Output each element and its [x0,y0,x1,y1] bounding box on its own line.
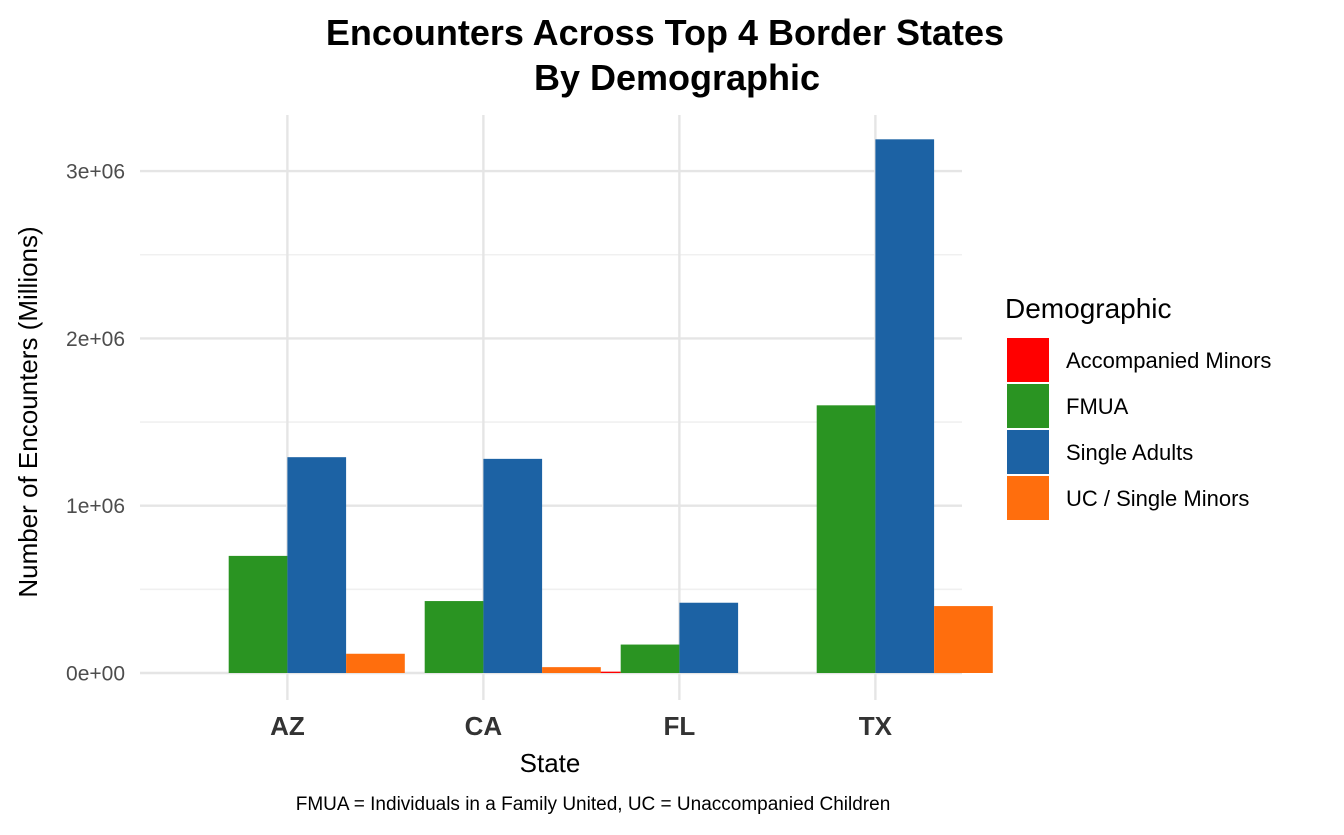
legend-label: Accompanied Minors [1066,348,1271,373]
x-tick-label: CA [465,711,503,741]
bar-fmua-az [228,555,288,673]
legend-label: UC / Single Minors [1066,486,1249,511]
bar-fmua-ca [424,601,484,673]
chart-subtitle: By Demographic [534,57,820,98]
legend-key [1007,384,1049,428]
bar-uc-single-minors-tx [934,606,993,673]
bar-fmua-tx [816,405,876,673]
legend: Demographic Accompanied Minors FMUA Single… [1005,293,1271,520]
y-tick-label: 3e+06 [66,161,125,184]
legend-label: Single Adults [1066,440,1193,465]
x-tick-label: AZ [270,711,305,741]
y-axis-title: Number of Encounters (Millions) [13,226,43,597]
y-tick-label: 2e+06 [66,328,125,351]
legend-label: FMUA [1066,394,1129,419]
bar-single-adults-fl [679,602,739,673]
bar-single-adults-az [287,457,347,673]
bar-fmua-fl [620,644,680,673]
chart-caption: FMUA = Individuals in a Family United, U… [296,794,891,815]
legend-title: Demographic [1005,293,1172,324]
bar-uc-single-minors-ca [542,667,601,673]
bar-uc-single-minors-az [346,653,405,673]
y-tick-labels: 0e+00 1e+06 2e+06 3e+06 [66,161,125,686]
legend-key [1007,430,1049,474]
x-tick-labels: AZ CA FL TX [270,711,893,741]
y-tick-label: 0e+00 [66,663,125,686]
x-tick-label: TX [859,711,893,741]
legend-key [1007,338,1049,382]
bar-single-adults-tx [875,139,935,674]
bar-single-adults-ca [483,458,543,673]
x-axis-title: State [520,748,581,778]
bars-group [228,139,993,674]
legend-key [1007,476,1049,520]
x-tick-label: FL [664,711,696,741]
y-tick-label: 1e+06 [66,495,125,518]
chart-title: Encounters Across Top 4 Border States [326,12,1004,53]
